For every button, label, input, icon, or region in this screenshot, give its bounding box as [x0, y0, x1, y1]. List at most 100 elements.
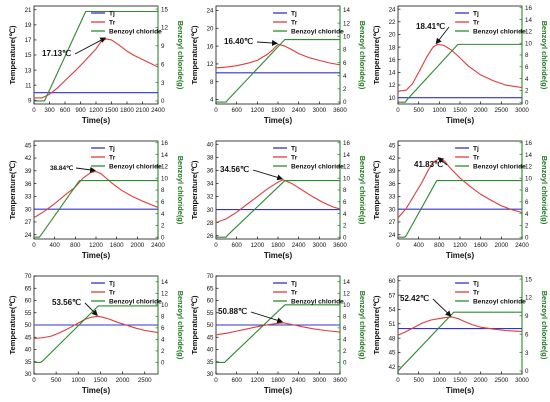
- chart-panel-2: 0 600 1200 1800 2400 3000 36004812162024024681…: [190, 5, 367, 125]
- x-tick-label: 600: [60, 107, 71, 114]
- x-tick-label: 2000: [116, 377, 130, 384]
- y-tick-label: 57: [389, 292, 396, 299]
- y2-tick-label: 4: [343, 73, 347, 80]
- chart-panel-1: 0 300 600 900 1200 1500 1800 2100 2400 9 11 13 15 17 1…: [8, 5, 185, 125]
- chart-panel-3: 0 500 1000 1500 2000 2500 30001012141618202224…: [372, 5, 549, 125]
- legend-label-tj: Tj: [291, 280, 297, 287]
- y-tick-label: 65: [25, 285, 32, 292]
- y2-tick-label: 0: [525, 234, 529, 241]
- legend-label-tr: Tr: [473, 289, 480, 296]
- legend-label-tr: Tr: [109, 289, 116, 296]
- x-axis-label: Time(s): [264, 386, 293, 395]
- legend: Tj Tr Benzoyl chloride: [455, 145, 526, 170]
- peak-annotation: 38.84℃: [50, 165, 73, 172]
- y2-tick-label: 6: [161, 199, 165, 206]
- y2-tick-label: 0: [525, 368, 529, 375]
- y-tick-label: 42: [25, 155, 32, 162]
- x-tick-label: 1500: [453, 377, 467, 384]
- legend-label-bc: Benzoyl chloride: [109, 28, 162, 35]
- y2-tick-label: 12: [525, 164, 532, 171]
- x-tick-label: 2000: [474, 377, 488, 384]
- x-tick-label: 0: [32, 107, 36, 114]
- y-tick-label: 19: [25, 22, 32, 29]
- y2-tick-label: 12: [343, 164, 350, 171]
- y-tick-label: 30: [389, 206, 396, 213]
- y2-axis-label: Benzoyl chloride(g): [540, 156, 549, 225]
- peak-arrow: [250, 311, 284, 324]
- y2-tick-label: 10: [161, 175, 168, 182]
- y-tick-label: 36: [207, 168, 214, 175]
- legend-label-tj: Tj: [473, 10, 479, 17]
- x-tick-label: 3600: [333, 242, 347, 249]
- x-tick-label: 400: [414, 242, 425, 249]
- peak-annotation: 52.42℃: [400, 294, 429, 303]
- y-tick-label: 8: [210, 79, 214, 86]
- peak-arrow: [75, 166, 96, 173]
- legend-label-bc: Benzoyl chloride: [291, 163, 344, 170]
- legend-label-tr: Tr: [291, 154, 298, 161]
- y2-tick-label: 2: [343, 223, 347, 230]
- x-tick-label: 600: [232, 242, 243, 249]
- plot-frame: [397, 275, 523, 375]
- y-tick-label: 45: [207, 334, 214, 341]
- x-tick-label: 2400: [292, 107, 306, 114]
- y2-tick-label: 9: [161, 43, 165, 50]
- y2-tick-label: 0: [525, 99, 529, 106]
- legend: Tj Tr Benzoyl chloride: [455, 280, 526, 305]
- y-tick-label: 40: [25, 347, 32, 354]
- x-tick-label: 0: [396, 377, 400, 384]
- y2-tick-label: 15: [525, 276, 532, 283]
- y-tick-label: 40: [207, 347, 214, 354]
- y2-tick-label: 0: [161, 360, 165, 367]
- peak-annotation: 16.40℃: [224, 37, 253, 46]
- x-tick-label: 1200: [250, 377, 264, 384]
- x-tick-label: 500: [51, 377, 62, 384]
- x-tick-label: 800: [434, 242, 445, 249]
- y2-tick-label: 10: [161, 302, 168, 309]
- x-tick-label: 0: [32, 242, 36, 249]
- y2-tick-label: 6: [161, 61, 165, 68]
- y2-tick-label: 4: [525, 211, 529, 218]
- legend-label-tj: Tj: [291, 10, 297, 17]
- plot-frame: [33, 140, 159, 240]
- y-tick-label: 54: [389, 307, 396, 314]
- legend: Tj Tr Benzoyl chloride: [91, 280, 162, 305]
- y2-tick-label: 6: [343, 325, 347, 332]
- y2-tick-label: 6: [343, 199, 347, 206]
- x-axis-label: Time(s): [82, 116, 111, 125]
- y-tick-label: 48: [389, 335, 396, 342]
- x-tick-label: 2500: [138, 377, 152, 384]
- y2-tick-label: 2: [525, 223, 529, 230]
- y-tick-label: 9: [28, 97, 32, 104]
- legend-label-tr: Tr: [291, 289, 298, 296]
- benzoyl-chloride-line: [216, 180, 340, 238]
- y-tick-label: 20: [389, 32, 396, 39]
- chart-panel-4: 0 400 800 1200 1600 2000 240024273033363942450…: [8, 140, 185, 260]
- x-axis-label: Time(s): [446, 251, 475, 260]
- x-tick-label: 500: [414, 377, 425, 384]
- tr-line: [216, 43, 340, 69]
- benzoyl-chloride-line: [216, 38, 340, 103]
- x-tick-label: 1800: [120, 107, 134, 114]
- y-tick-label: 33: [25, 194, 32, 201]
- y-tick-label: 42: [389, 364, 396, 371]
- x-tick-label: 1000: [71, 377, 85, 384]
- x-tick-label: 3000: [312, 377, 326, 384]
- chart-panel-8: 0 600 1200 1800 2400 3000 36003035404550556065…: [190, 273, 367, 395]
- y-tick-label: 17: [25, 37, 32, 44]
- peak-annotation: 41.83℃: [414, 160, 443, 169]
- y-tick-label: 12: [389, 82, 396, 89]
- x-tick-label: 2000: [130, 242, 144, 249]
- tr-line: [34, 315, 158, 340]
- y-tick-label: 36: [389, 181, 396, 188]
- y-tick-label: 70: [25, 273, 32, 280]
- y2-tick-label: 16: [525, 5, 532, 12]
- x-tick-label: 300: [44, 107, 55, 114]
- y2-tick-label: 6: [525, 64, 529, 71]
- y-tick-label: 18: [389, 44, 396, 51]
- x-tick-label: 2100: [136, 107, 150, 114]
- x-tick-label: 1600: [474, 242, 488, 249]
- y2-tick-label: 2: [161, 223, 165, 230]
- peak-arrow: [256, 39, 278, 46]
- x-tick-label: 3600: [333, 107, 347, 114]
